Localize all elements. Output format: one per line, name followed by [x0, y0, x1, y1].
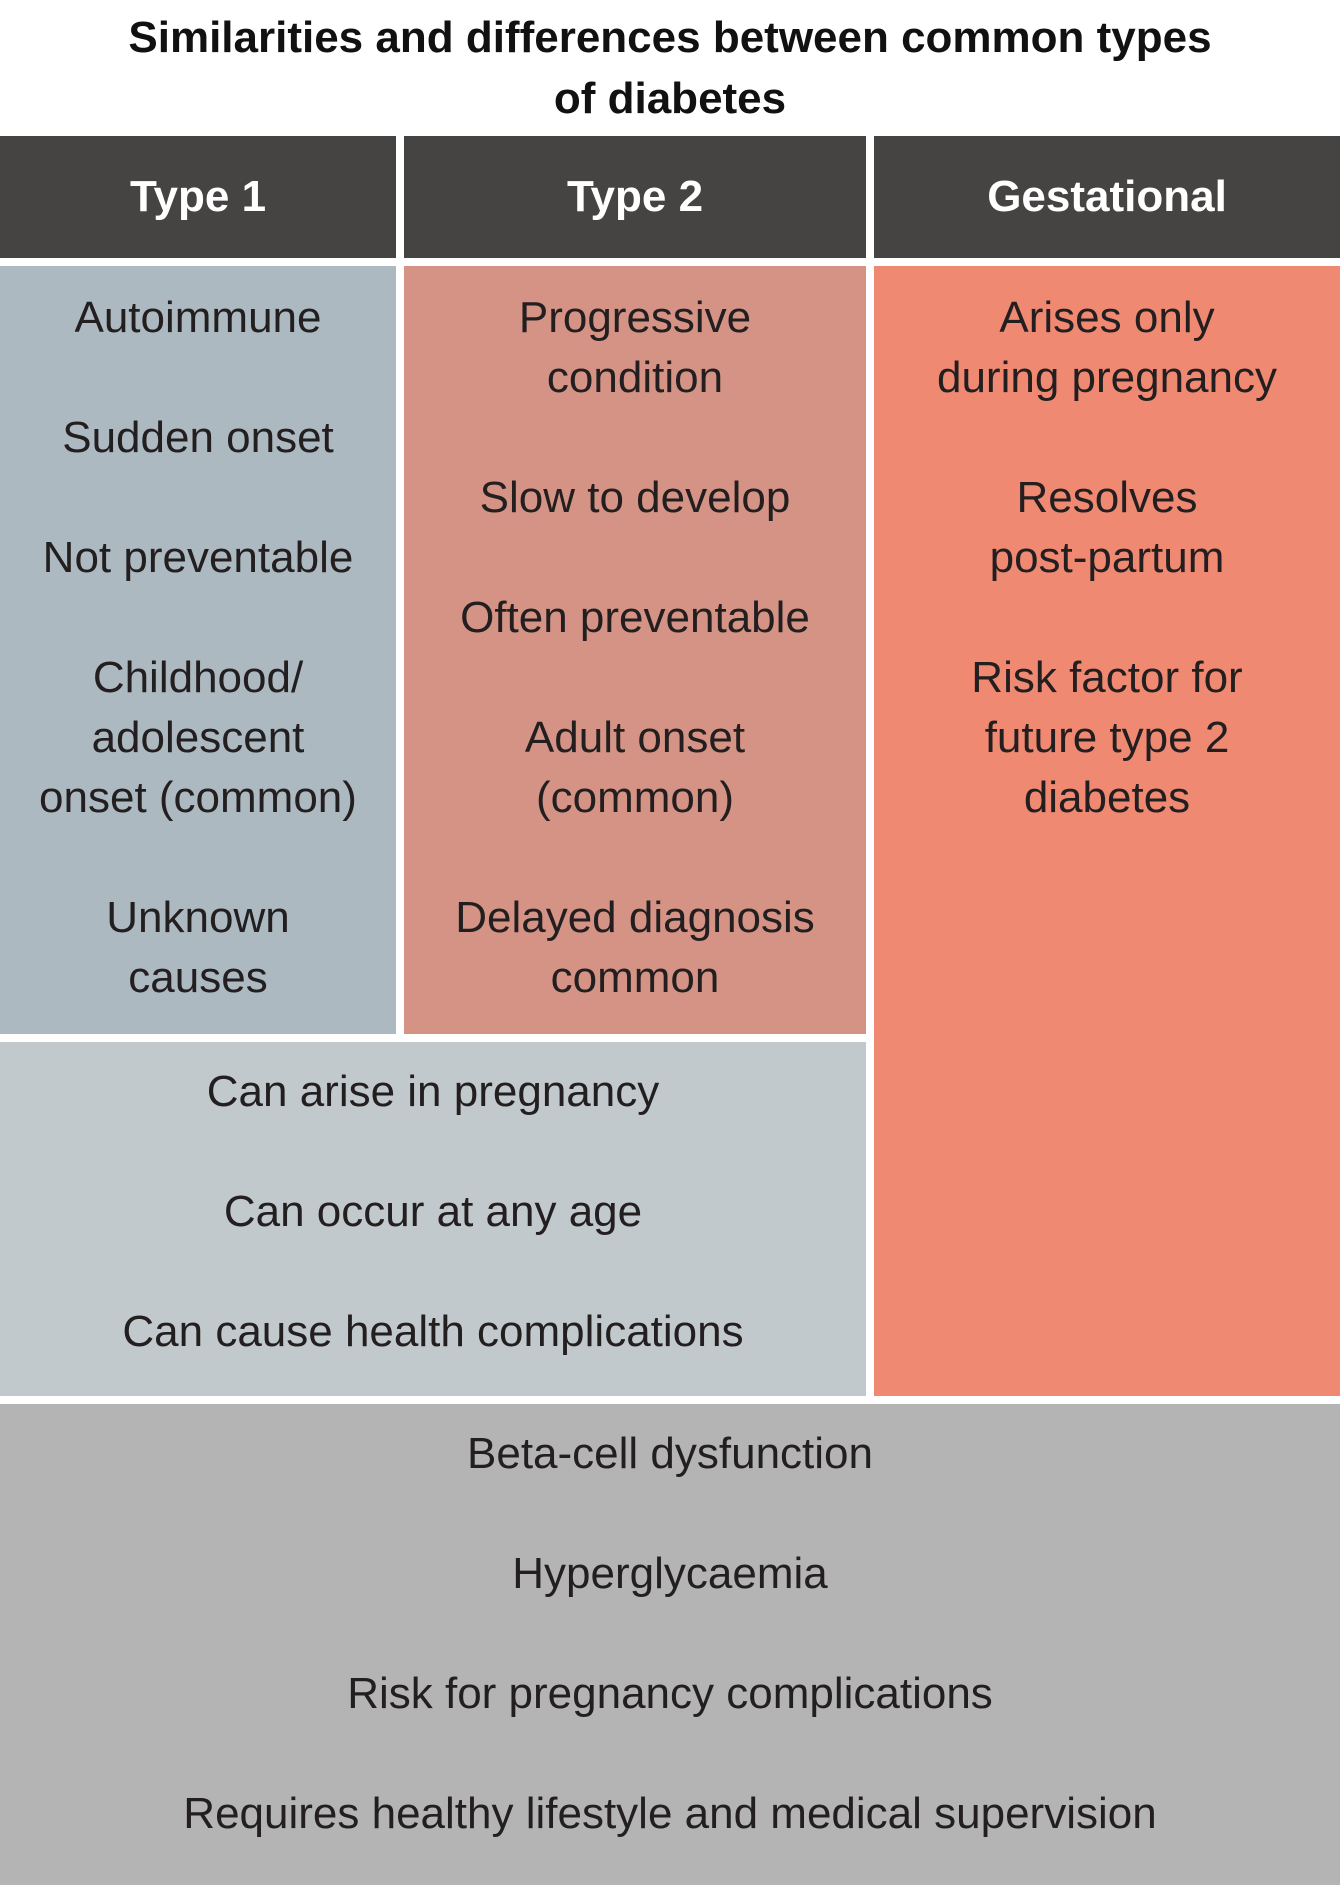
- gestational-column: Arises only during pregnancy Resolves po…: [874, 266, 1340, 1396]
- type2-item: Slow to develop: [479, 473, 791, 522]
- type2-item: Adult onset (common): [524, 713, 746, 822]
- gestational-item: Arises only during pregnancy: [936, 293, 1277, 402]
- diagram-title: Similarities and differences between com…: [0, 0, 1340, 136]
- shared-type1-type2-block: Can arise in pregnancy Can occur at any …: [0, 1042, 866, 1396]
- shared-all-item: Requires healthy lifestyle and medical s…: [183, 1789, 1157, 1838]
- gestational-item: Resolves post-partum: [989, 473, 1225, 582]
- gestational-item: Risk factor for future type 2 diabetes: [971, 653, 1243, 822]
- type1-item: Unknown causes: [106, 893, 290, 1002]
- shared-type1-type2-item: Can occur at any age: [223, 1187, 643, 1236]
- shared-all-types-block: Beta-cell dysfunction Hyperglycaemia Ris…: [0, 1404, 1340, 1885]
- type2-item: Delayed diagnosis common: [455, 893, 815, 1002]
- type2-item: Progressive condition: [518, 293, 752, 402]
- type2-column: Progressive condition Slow to develop Of…: [404, 266, 866, 1034]
- type1-item: Autoimmune: [74, 293, 322, 342]
- type1-item: Sudden onset: [62, 413, 334, 462]
- type1-item: Not preventable: [42, 533, 354, 582]
- shared-type1-type2-item: Can arise in pregnancy: [206, 1067, 660, 1116]
- type1-column: Autoimmune Sudden onset Not preventable …: [0, 266, 396, 1034]
- shared-all-item: Hyperglycaemia: [512, 1549, 828, 1598]
- shared-all-item: Risk for pregnancy complications: [347, 1669, 993, 1718]
- shared-all-item: Beta-cell dysfunction: [467, 1429, 873, 1478]
- header-type2: Type 2: [404, 136, 866, 258]
- diagram-title-text: Similarities and differences between com…: [128, 13, 1212, 123]
- header-gestational: Gestational: [874, 136, 1340, 258]
- header-type1: Type 1: [0, 136, 396, 258]
- shared-type1-type2-item: Can cause health complications: [122, 1307, 744, 1356]
- type1-item: Childhood/ adolescent onset (common): [39, 653, 357, 822]
- type2-item: Often preventable: [460, 593, 810, 642]
